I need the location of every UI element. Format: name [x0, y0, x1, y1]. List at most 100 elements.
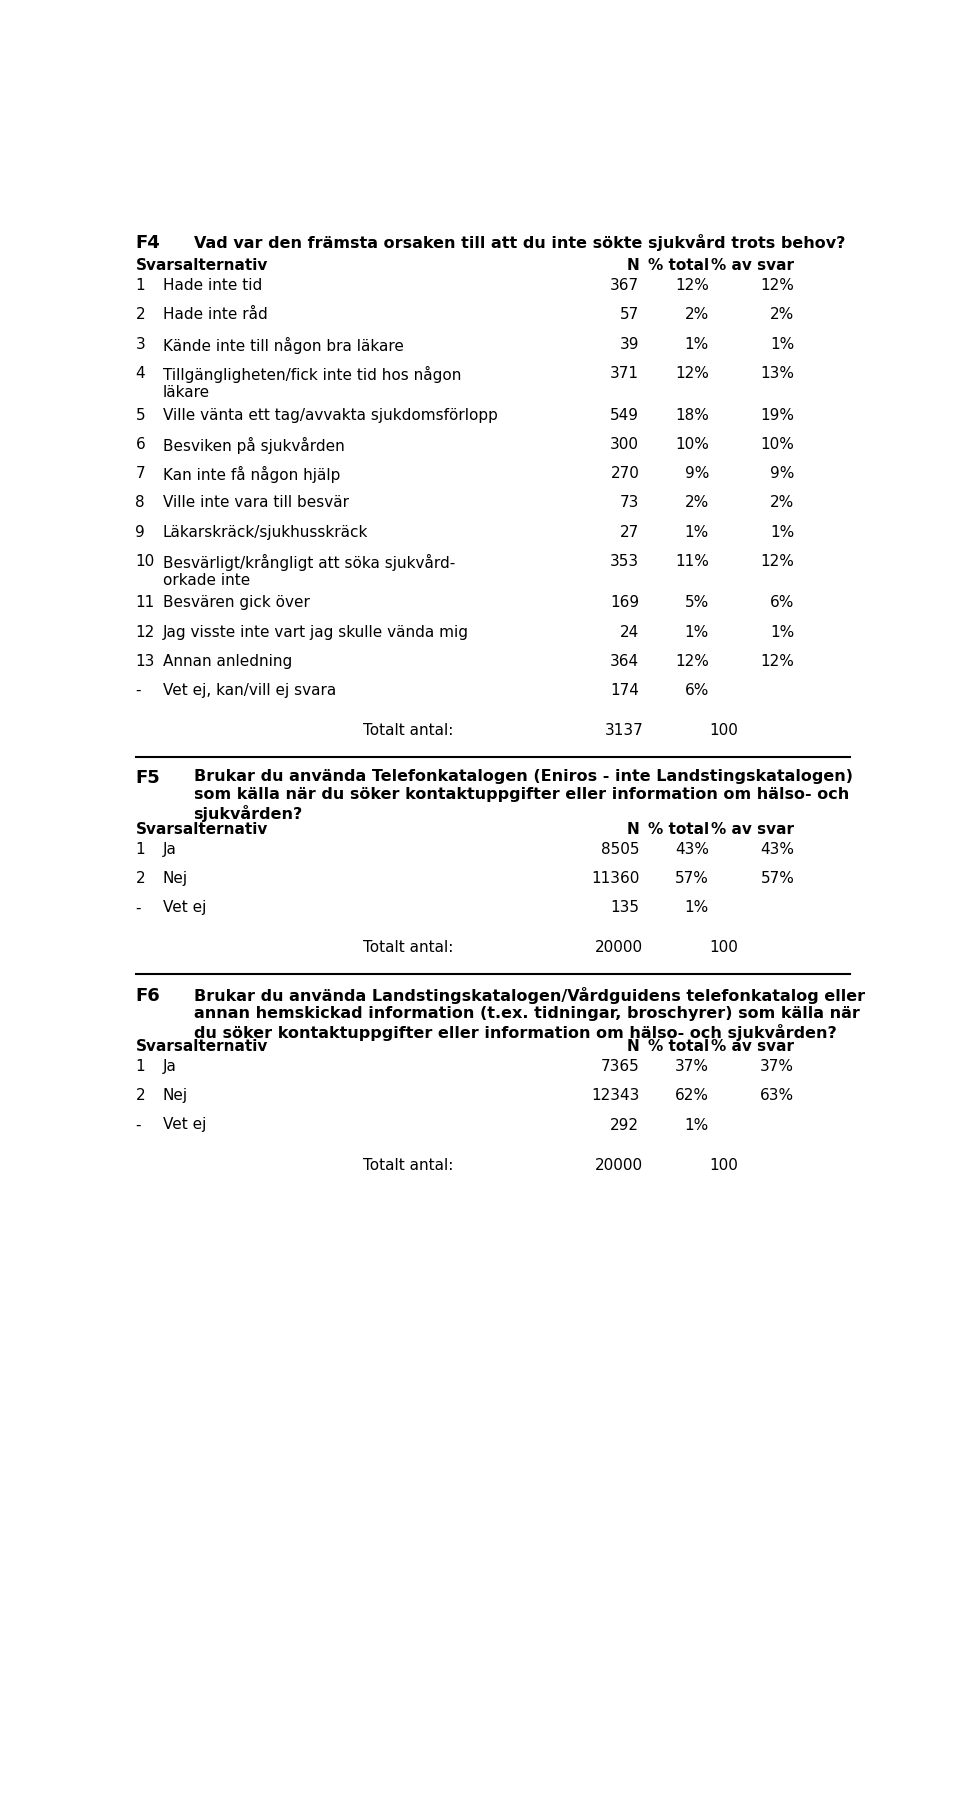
Text: 12%: 12% [760, 554, 794, 569]
Text: 367: 367 [611, 278, 639, 292]
Text: 549: 549 [611, 408, 639, 422]
Text: Annan anledning: Annan anledning [162, 653, 292, 670]
Text: 12: 12 [135, 625, 155, 639]
Text: Hade inte tid: Hade inte tid [162, 278, 262, 292]
Text: F5: F5 [135, 769, 160, 787]
Text: 100: 100 [709, 940, 738, 955]
Text: 1%: 1% [684, 338, 709, 352]
Text: 20000: 20000 [595, 940, 643, 955]
Text: N: N [627, 258, 639, 273]
Text: 11%: 11% [675, 554, 709, 569]
Text: % av svar: % av svar [711, 1040, 794, 1054]
Text: 1%: 1% [684, 1117, 709, 1132]
Text: F6: F6 [135, 987, 160, 1005]
Text: % av svar: % av svar [711, 258, 794, 273]
Text: 6%: 6% [770, 596, 794, 610]
Text: 300: 300 [611, 437, 639, 451]
Text: 37%: 37% [675, 1060, 709, 1074]
Text: 8505: 8505 [601, 841, 639, 857]
Text: 3137: 3137 [605, 724, 643, 738]
Text: Brukar du använda Landstingskatalogen/Vårdguidens telefonkatalog eller
annan hem: Brukar du använda Landstingskatalogen/Vå… [194, 987, 865, 1041]
Text: 135: 135 [611, 901, 639, 915]
Text: 2%: 2% [684, 495, 709, 511]
Text: 2%: 2% [770, 307, 794, 323]
Text: 57%: 57% [760, 872, 794, 886]
Text: % total: % total [648, 821, 709, 838]
Text: 13%: 13% [760, 366, 794, 381]
Text: 73: 73 [620, 495, 639, 511]
Text: 1%: 1% [770, 625, 794, 639]
Text: -: - [135, 1117, 141, 1132]
Text: N: N [627, 821, 639, 838]
Text: 19%: 19% [760, 408, 794, 422]
Text: Svarsalternativ: Svarsalternativ [135, 821, 268, 838]
Text: 57: 57 [620, 307, 639, 323]
Text: 10%: 10% [675, 437, 709, 451]
Text: -: - [135, 901, 141, 915]
Text: 270: 270 [611, 466, 639, 482]
Text: Vet ej: Vet ej [162, 1117, 206, 1132]
Text: 1%: 1% [684, 625, 709, 639]
Text: 292: 292 [611, 1117, 639, 1132]
Text: 12%: 12% [675, 278, 709, 292]
Text: 7: 7 [135, 466, 145, 482]
Text: 2: 2 [135, 872, 145, 886]
Text: 169: 169 [611, 596, 639, 610]
Text: Ville inte vara till besvär: Ville inte vara till besvär [162, 495, 348, 511]
Text: Kan inte få någon hjälp: Kan inte få någon hjälp [162, 466, 340, 484]
Text: 9: 9 [135, 525, 145, 540]
Text: 57%: 57% [675, 872, 709, 886]
Text: Vad var den främsta orsaken till att du inte sökte sjukvård trots behov?: Vad var den främsta orsaken till att du … [194, 233, 845, 251]
Text: Svarsalternativ: Svarsalternativ [135, 258, 268, 273]
Text: 1: 1 [135, 841, 145, 857]
Text: 9%: 9% [684, 466, 709, 482]
Text: 2: 2 [135, 1088, 145, 1103]
Text: % total: % total [648, 1040, 709, 1054]
Text: Jag visste inte vart jag skulle vända mig: Jag visste inte vart jag skulle vända mi… [162, 625, 468, 639]
Text: 2%: 2% [684, 307, 709, 323]
Text: 12343: 12343 [590, 1088, 639, 1103]
Text: Nej: Nej [162, 872, 188, 886]
Text: 5: 5 [135, 408, 145, 422]
Text: Läkarskräck/sjukhusskräck: Läkarskräck/sjukhusskräck [162, 525, 368, 540]
Text: Svarsalternativ: Svarsalternativ [135, 1040, 268, 1054]
Text: 13: 13 [135, 653, 155, 670]
Text: 6: 6 [135, 437, 145, 451]
Text: Besvärligt/krångligt att söka sjukvård-
orkade inte: Besvärligt/krångligt att söka sjukvård- … [162, 554, 455, 588]
Text: 7365: 7365 [601, 1060, 639, 1074]
Text: Besvären gick över: Besvären gick över [162, 596, 309, 610]
Text: 100: 100 [709, 724, 738, 738]
Text: Vet ej: Vet ej [162, 901, 206, 915]
Text: 11: 11 [135, 596, 155, 610]
Text: Totalt antal:: Totalt antal: [363, 724, 453, 738]
Text: % av svar: % av svar [711, 821, 794, 838]
Text: -: - [135, 684, 141, 699]
Text: 43%: 43% [675, 841, 709, 857]
Text: Nej: Nej [162, 1088, 188, 1103]
Text: 1%: 1% [684, 901, 709, 915]
Text: Totalt antal:: Totalt antal: [363, 1157, 453, 1173]
Text: 4: 4 [135, 366, 145, 381]
Text: 100: 100 [709, 1157, 738, 1173]
Text: 364: 364 [611, 653, 639, 670]
Text: 2: 2 [135, 307, 145, 323]
Text: 63%: 63% [760, 1088, 794, 1103]
Text: 11360: 11360 [590, 872, 639, 886]
Text: Kände inte till någon bra läkare: Kände inte till någon bra läkare [162, 338, 403, 354]
Text: Brukar du använda Telefonkatalogen (Eniros - inte Landstingskatalogen)
som källa: Brukar du använda Telefonkatalogen (Enir… [194, 769, 852, 821]
Text: F4: F4 [135, 233, 160, 251]
Text: 39: 39 [620, 338, 639, 352]
Text: Vet ej, kan/vill ej svara: Vet ej, kan/vill ej svara [162, 684, 336, 699]
Text: 10%: 10% [760, 437, 794, 451]
Text: 27: 27 [620, 525, 639, 540]
Text: Ja: Ja [162, 1060, 177, 1074]
Text: Besviken på sjukvården: Besviken på sjukvården [162, 437, 345, 453]
Text: Totalt antal:: Totalt antal: [363, 940, 453, 955]
Text: 353: 353 [611, 554, 639, 569]
Text: 1: 1 [135, 278, 145, 292]
Text: 174: 174 [611, 684, 639, 699]
Text: 20000: 20000 [595, 1157, 643, 1173]
Text: N: N [627, 1040, 639, 1054]
Text: 10: 10 [135, 554, 155, 569]
Text: 1%: 1% [770, 338, 794, 352]
